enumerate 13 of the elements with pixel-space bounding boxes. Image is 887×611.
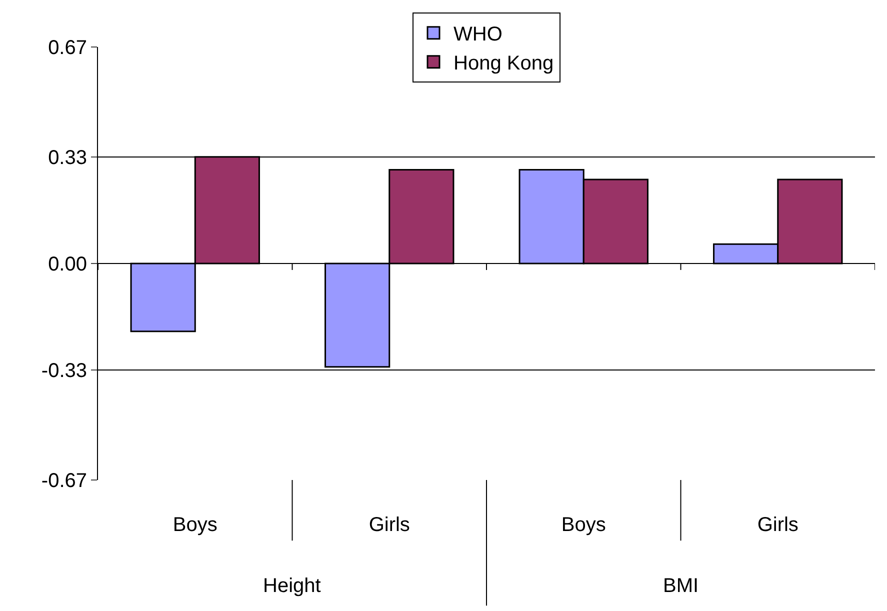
y-tick-label: 0.00 [48,254,87,276]
y-tick-label: -0.67 [41,470,87,492]
y-tick-label: 0.67 [48,37,87,59]
legend-label: WHO [454,24,502,46]
x-tick-label: Girls [368,514,410,536]
x-tick-label: Boys [561,514,606,536]
y-tick-label: -0.33 [41,360,87,382]
x-tick-label: Boys [172,514,218,536]
legend-label: Hong Kong [454,52,554,75]
y-tick-label: 0.33 [48,146,87,169]
text: Height [263,575,322,597]
text: BMI [663,575,699,597]
x-tick-label: Girls [757,514,798,536]
